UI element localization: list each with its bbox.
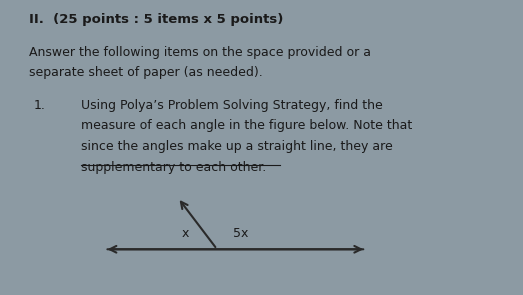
Text: supplementary to each other.: supplementary to each other. (81, 161, 266, 174)
Text: since the angles make up a straight line, they are: since the angles make up a straight line… (81, 140, 393, 153)
Text: x: x (182, 227, 189, 240)
Text: separate sheet of paper (as needed).: separate sheet of paper (as needed). (29, 66, 263, 79)
Text: II.  (25 points : 5 items x 5 points): II. (25 points : 5 items x 5 points) (29, 13, 283, 26)
Text: Answer the following items on the space provided or a: Answer the following items on the space … (29, 46, 371, 59)
Text: Using Polya’s Problem Solving Strategy, find the: Using Polya’s Problem Solving Strategy, … (81, 99, 383, 112)
Text: 1.: 1. (34, 99, 46, 112)
Text: 5x: 5x (233, 227, 248, 240)
Text: measure of each angle in the figure below. Note that: measure of each angle in the figure belo… (81, 119, 412, 132)
